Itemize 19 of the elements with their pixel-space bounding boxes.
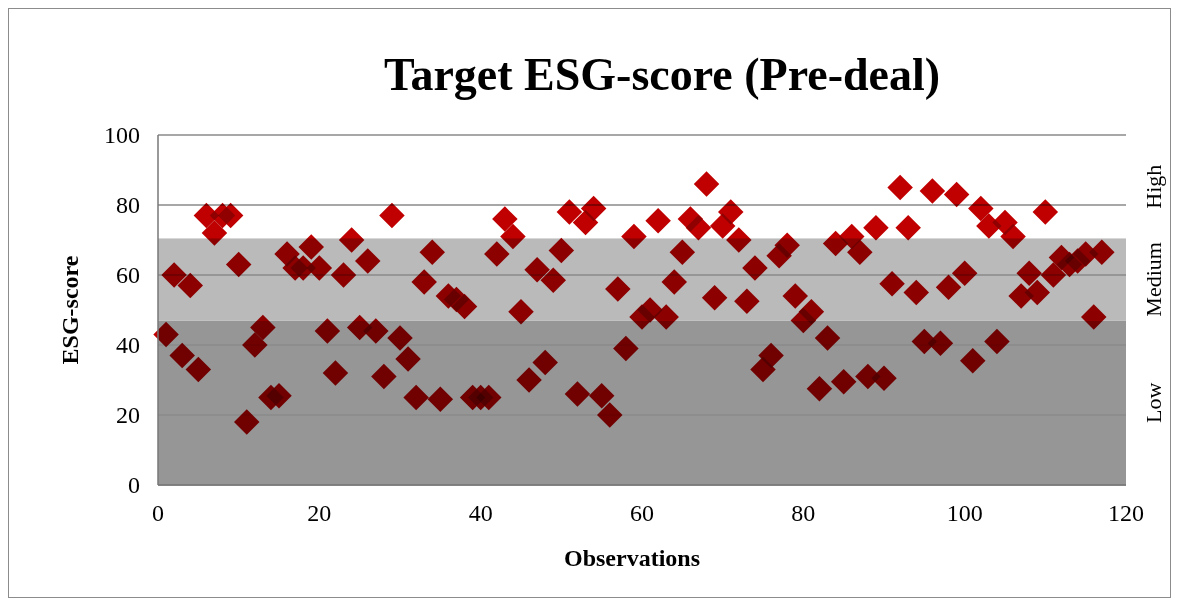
x-tick-label: 40 [468,500,493,526]
y-axis-title: ESG-score [57,255,83,365]
x-tick-label: 20 [307,500,332,526]
x-tick-label: 100 [946,500,983,526]
band-label: High [1141,164,1167,209]
x-axis-title: Observations [563,545,701,571]
band-label: Low [1141,382,1167,423]
band-label: Medium [1141,242,1167,317]
chart-title: Target ESG-score (Pre-deal) [383,49,941,100]
y-tick-label: 80 [116,192,140,219]
y-tick-label: 0 [128,472,140,499]
x-tick-label: 120 [1108,500,1144,526]
x-tick-label: 0 [152,500,164,526]
y-tick-label: 40 [116,332,140,359]
y-tick-label: 60 [116,262,140,289]
x-tick-label: 80 [791,500,816,526]
y-tick-label: 20 [116,402,140,429]
y-tick-label: 100 [104,122,140,149]
x-tick-label: 60 [630,500,654,526]
